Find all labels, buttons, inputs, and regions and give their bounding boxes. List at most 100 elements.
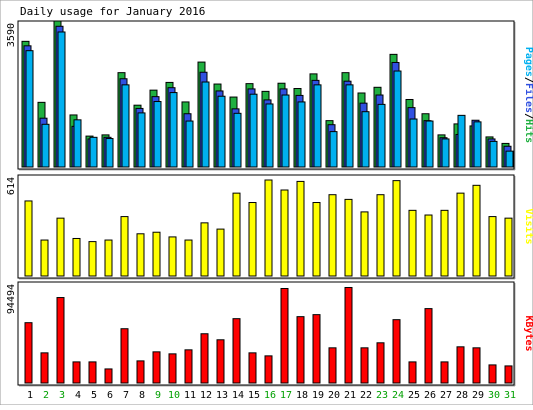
bar-pages-17 (281, 94, 290, 168)
x-tick-label-29: 29 (472, 390, 484, 401)
bar-visits-12 (200, 222, 209, 277)
bar-visits-22 (360, 211, 369, 277)
bar-visits-27 (440, 209, 449, 277)
bar-visits-19 (312, 202, 321, 277)
bar-visits-9 (152, 231, 161, 277)
x-tick-label-14: 14 (232, 390, 244, 401)
bar-pages-5 (89, 136, 98, 168)
x-axis-labels: 1 2 3 4 5 6 7 8 9 10 11 12 13 14 15 16 17 18 19 20 21 22 23 24 2… (27, 390, 516, 401)
bar-kbytes-25 (408, 361, 417, 384)
bar-kbytes-30 (488, 364, 497, 384)
bar-pages-16 (265, 103, 274, 168)
bar-pages-30 (489, 140, 498, 168)
bar-pages-11 (185, 120, 194, 168)
x-tick-label-23: 23 (376, 390, 388, 401)
x-tick-label-16: 16 (264, 390, 276, 401)
x-tick-label-8: 8 (139, 390, 145, 401)
bar-visits-2 (40, 239, 49, 277)
bar-kbytes-28 (456, 346, 465, 384)
bar-kbytes-22 (360, 347, 369, 384)
bar-pages-15 (249, 93, 258, 168)
x-tick-label-2: 2 (43, 390, 49, 401)
bar-pages-25 (409, 118, 418, 168)
bar-kbytes-23 (376, 342, 385, 384)
x-tick-label-12: 12 (200, 390, 212, 401)
y-label-part-files: Files (523, 83, 533, 113)
bar-visits-6 (104, 239, 113, 277)
bar-pages-21 (345, 84, 354, 168)
bar-pages-28 (457, 114, 466, 168)
x-tick-label-28: 28 (456, 390, 468, 401)
bar-visits-10 (168, 236, 177, 277)
bar-visits-18 (296, 180, 305, 277)
bar-visits-13 (216, 228, 225, 277)
chart-title: Daily usage for January 2016 (20, 5, 205, 18)
bar-pages-27 (441, 138, 450, 168)
panel-2: 614 Visits (6, 174, 533, 280)
bar-kbytes-16 (264, 355, 273, 384)
bar-pages-23 (377, 103, 386, 168)
panel-3: 94494 KBytes (6, 281, 533, 387)
bar-kbytes-3 (56, 297, 65, 384)
x-tick-label-30: 30 (488, 390, 500, 401)
bar-visits-14 (232, 192, 241, 277)
bar-pages-10 (169, 92, 178, 168)
bar-visits-24 (392, 180, 401, 277)
bar-visits-3 (56, 217, 65, 277)
bar-pages-14 (233, 112, 242, 168)
bar-kbytes-27 (440, 361, 449, 384)
x-tick-label-22: 22 (360, 390, 372, 401)
bar-visits-29 (472, 184, 481, 277)
bar-pages-19 (313, 84, 322, 168)
y-label-part-hits: Hits (523, 119, 533, 143)
bar-visits-30 (488, 216, 497, 277)
y-axis-label: KBytes (523, 315, 533, 351)
bar-visits-17 (280, 189, 289, 277)
x-tick-label-31: 31 (504, 390, 516, 401)
bar-visits-8 (136, 233, 145, 277)
y-axis-label: Visits (523, 208, 533, 244)
x-tick-label-19: 19 (312, 390, 324, 401)
bar-pages-6 (105, 138, 114, 168)
bar-pages-12 (201, 81, 210, 168)
chart-panels: 3590 Pages/Files/Hits 614 Visits 94494 KBytes (6, 20, 533, 387)
bar-visits-7 (120, 216, 129, 277)
bar-kbytes-10 (168, 353, 177, 384)
x-tick-label-17: 17 (280, 390, 292, 401)
x-tick-label-20: 20 (328, 390, 340, 401)
bar-kbytes-6 (104, 368, 113, 384)
x-tick-label-5: 5 (91, 390, 97, 401)
bar-kbytes-31 (504, 365, 513, 384)
x-tick-label-15: 15 (248, 390, 260, 401)
bar-pages-9 (153, 101, 162, 168)
bar-visits-20 (328, 194, 337, 277)
x-tick-label-13: 13 (216, 390, 228, 401)
bar-kbytes-5 (88, 361, 97, 384)
bar-pages-18 (297, 101, 306, 168)
bar-kbytes-14 (232, 318, 241, 384)
bar-visits-16 (264, 179, 273, 277)
x-tick-label-11: 11 (184, 390, 196, 401)
x-tick-label-6: 6 (107, 390, 113, 401)
y-max-label: 614 (6, 177, 17, 195)
x-tick-label-3: 3 (59, 390, 65, 401)
x-tick-label-7: 7 (123, 390, 129, 401)
bar-pages-7 (121, 84, 130, 168)
bar-kbytes-4 (72, 361, 81, 384)
y-axis-label: Pages/Files/Hits (523, 47, 533, 143)
bar-pages-29 (473, 121, 482, 168)
bar-visits-1 (24, 200, 33, 277)
bar-kbytes-13 (216, 339, 225, 384)
bar-pages-1 (25, 50, 34, 168)
bar-visits-28 (456, 192, 465, 277)
y-max-label: 94494 (6, 284, 17, 314)
bar-pages-31 (505, 150, 514, 168)
bar-kbytes-26 (424, 308, 433, 384)
bar-kbytes-18 (296, 316, 305, 384)
bar-kbytes-8 (136, 360, 145, 384)
bar-pages-24 (393, 70, 402, 168)
bar-kbytes-24 (392, 319, 401, 384)
x-tick-label-21: 21 (344, 390, 356, 401)
